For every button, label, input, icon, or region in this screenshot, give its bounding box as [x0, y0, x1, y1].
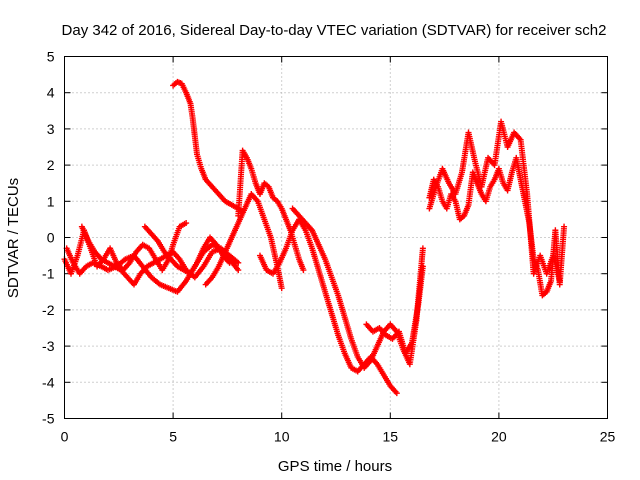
series-arc-8: [256, 216, 400, 397]
series-arc-12: [426, 118, 563, 284]
x-tick-label: 20: [491, 429, 507, 445]
x-tick-label: 15: [383, 429, 399, 445]
series-arc-5: [170, 78, 246, 216]
data-point-marker: [235, 259, 242, 266]
data-point-marker: [393, 390, 400, 397]
x-axis-label: GPS time / hours: [278, 458, 392, 475]
plot-frame: [64, 56, 608, 419]
y-tick-label: -2: [42, 302, 55, 318]
y-tick-label: -4: [42, 374, 55, 390]
data-point-marker: [226, 259, 233, 266]
x-tick-label: 5: [169, 429, 177, 445]
y-tick-label: 0: [47, 230, 55, 246]
y-tick-label: 2: [47, 157, 55, 173]
y-tick-label: 3: [47, 121, 55, 137]
x-tick-label: 10: [274, 429, 290, 445]
data-point-marker: [419, 263, 426, 270]
y-tick-label: 4: [47, 85, 55, 101]
series-arc-10: [363, 263, 426, 357]
x-tick-label: 0: [61, 429, 69, 445]
y-tick-label: -3: [42, 338, 55, 354]
series-arc-3: [78, 223, 242, 288]
data-series: [61, 78, 568, 397]
data-point-marker: [556, 277, 563, 284]
data-point-marker: [419, 245, 426, 252]
x-tick-label: 25: [600, 429, 616, 445]
data-point-marker: [561, 223, 568, 230]
y-tick-label: -5: [42, 411, 55, 427]
y-tick-label: 1: [47, 193, 55, 209]
data-point-marker: [183, 220, 190, 227]
data-point-marker: [235, 267, 242, 274]
y-tick-label: 5: [47, 49, 55, 65]
y-axis-label: SDTVAR / TECUs: [5, 178, 22, 298]
data-point-marker: [300, 267, 307, 274]
series-arc-6: [202, 191, 285, 292]
y-tick-label: -1: [42, 266, 55, 282]
data-point-marker: [278, 285, 285, 292]
chart-title: Day 342 of 2016, Sidereal Day-to-day VTE…: [62, 22, 607, 39]
series-arc-4: [141, 223, 233, 277]
grid: [64, 56, 608, 419]
